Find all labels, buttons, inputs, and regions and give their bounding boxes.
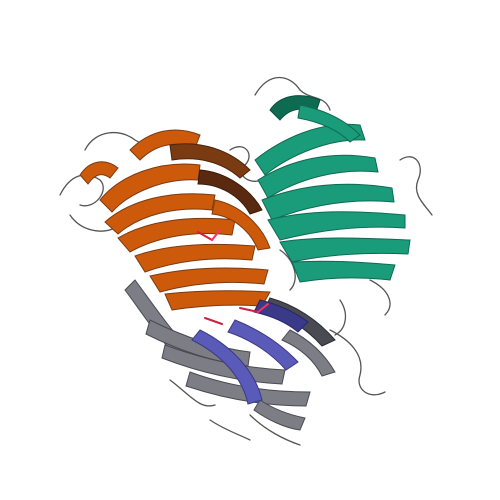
orange-strand: [164, 290, 271, 311]
green-strand: [261, 183, 395, 221]
green-strand: [257, 154, 379, 199]
gray-strand: [281, 329, 336, 377]
ligand-bond: [197, 231, 213, 241]
ligand-sticks: [197, 229, 269, 325]
loop-center: [279, 249, 296, 291]
green-strand: [267, 211, 406, 241]
coil-loops: [59, 77, 433, 446]
blue-strand: [227, 319, 299, 371]
loop-top-right: [254, 77, 331, 111]
loop-left-lower: [69, 214, 116, 232]
orange-strand: [117, 217, 236, 253]
ligand-bond: [204, 317, 223, 325]
orange-strand: [129, 129, 201, 161]
loop-right: [399, 156, 433, 216]
green-strand: [254, 123, 366, 176]
loop-bottom-tail: [209, 419, 251, 441]
ligand-bond: [257, 303, 269, 313]
loop-right-green-2: [334, 299, 347, 336]
loop-left: [59, 174, 104, 207]
gray-strand: [161, 344, 286, 385]
orange-strand: [169, 143, 251, 179]
loop-bottom: [249, 414, 301, 446]
green-barrel: [254, 95, 411, 283]
orange-strand: [99, 163, 201, 213]
gray-strand: [253, 399, 306, 431]
orange-strand: [149, 267, 269, 293]
orange-strand: [197, 169, 263, 215]
loop-bottom-right: [329, 329, 386, 396]
loop-bottom-left: [169, 379, 216, 407]
orange-barrel: [79, 129, 271, 311]
orange-strand: [79, 161, 119, 185]
green-strand: [297, 104, 361, 143]
blue-strand: [191, 329, 263, 405]
orange-strand: [104, 193, 216, 235]
blue-segment: [191, 299, 309, 405]
blue-strand: [253, 299, 309, 333]
loop-right-green: [369, 279, 391, 316]
ligand-bond: [239, 307, 259, 313]
green-strand: [291, 260, 396, 283]
ligand-bond: [211, 229, 221, 241]
orange-strand: [134, 243, 256, 273]
green-strand: [279, 237, 411, 263]
orange-strand: [211, 199, 271, 251]
